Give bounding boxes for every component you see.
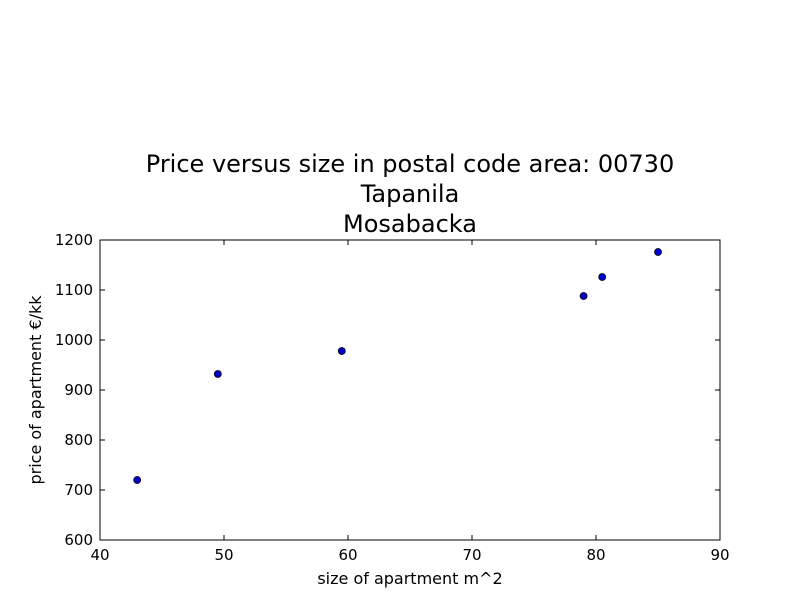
y-tick-label: 1200: [55, 231, 93, 249]
chart-title: Price versus size in postal code area: 0…: [146, 150, 674, 238]
axis-ticks: 40 50 60 70 80 90 600 700 800 900 1000 1100 1200: [55, 231, 730, 564]
scatter-point: [654, 248, 662, 256]
y-tick-label: 1100: [55, 281, 93, 299]
title-line-2: Tapanila: [360, 180, 460, 208]
title-line-3: Mosabacka: [343, 210, 477, 238]
x-tick-label: 80: [586, 546, 605, 564]
y-tick-label: 800: [64, 431, 93, 449]
y-tick-label: 700: [64, 481, 93, 499]
x-tick-label: 50: [214, 546, 233, 564]
x-axis-label: size of apartment m^2: [317, 569, 502, 588]
plot-frame: [99, 239, 721, 541]
x-tick-label: 60: [338, 546, 357, 564]
x-tick-label: 90: [710, 546, 729, 564]
x-tick-label: 40: [90, 546, 109, 564]
scatter-point: [579, 292, 588, 300]
title-line-1: Price versus size in postal code area: 0…: [146, 150, 674, 178]
scatter-point: [133, 476, 142, 484]
y-tick-label: 600: [64, 531, 93, 549]
scatter-point: [213, 370, 222, 378]
y-tick-label: 900: [64, 381, 93, 399]
y-tick-label: 1000: [55, 331, 93, 349]
scatter-point: [337, 347, 346, 355]
y-axis-label: price of apartment €/kk: [26, 295, 45, 485]
scatter-point: [598, 273, 607, 281]
data-points: [133, 248, 662, 484]
x-tick-label: 70: [462, 546, 481, 564]
